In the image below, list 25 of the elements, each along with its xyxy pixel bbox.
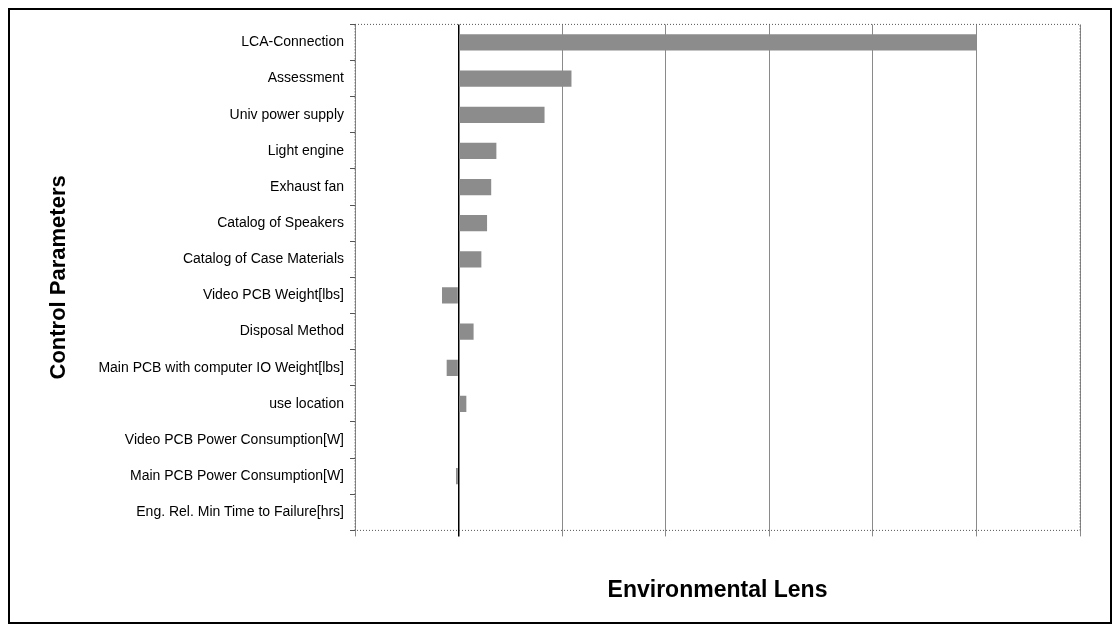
- x-axis-title: Environmental Lens: [607, 575, 828, 602]
- y-tick-label: Eng. Rel. Min Time to Failure[hrs]: [136, 503, 345, 520]
- bar: [459, 142, 497, 160]
- bar: [459, 106, 545, 123]
- bar: [459, 215, 488, 232]
- y-tick-label: Disposal Method: [239, 322, 345, 339]
- bar: [442, 287, 458, 304]
- y-tick-label: Catalog of Speakers: [217, 214, 345, 231]
- y-tick-label: LCA-Connection: [241, 33, 345, 50]
- y-tick-label: Light engine: [267, 141, 345, 158]
- bar: [446, 359, 458, 376]
- bar: [459, 251, 482, 268]
- y-axis-title: Control Parameters: [45, 175, 71, 380]
- y-tick-label: Main PCB Power Consumption[W]: [130, 467, 345, 484]
- y-tick-label: Video PCB Power Consumption[W]: [124, 430, 345, 447]
- bar: [459, 323, 474, 340]
- y-tick-label: Main PCB with computer IO Weight[lbs]: [98, 358, 345, 375]
- bar: [459, 178, 492, 196]
- y-tick-label: Video PCB Weight[lbs]: [202, 286, 345, 303]
- y-tick-label: Catalog of Case Materials: [182, 250, 345, 267]
- bar: [459, 395, 467, 413]
- y-tick-label: Exhaust fan: [270, 177, 345, 194]
- y-tick-label: Univ power supply: [229, 105, 345, 122]
- y-tick-label: use location: [269, 394, 345, 411]
- y-tick-label: Assessment: [267, 69, 345, 86]
